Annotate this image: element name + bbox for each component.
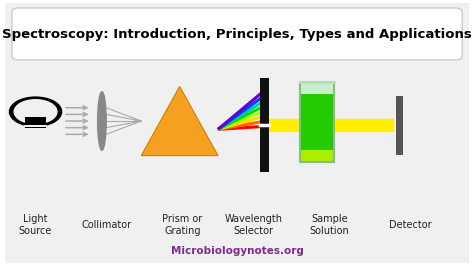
Text: Collimator: Collimator bbox=[82, 220, 132, 230]
Bar bbox=[261, 78, 268, 172]
Bar bbox=[25, 120, 46, 124]
Bar bbox=[300, 94, 334, 162]
Bar bbox=[300, 82, 334, 94]
Text: Microbiologynotes.org: Microbiologynotes.org bbox=[171, 246, 303, 256]
Polygon shape bbox=[141, 86, 218, 156]
Bar bbox=[25, 124, 46, 128]
FancyBboxPatch shape bbox=[12, 8, 462, 60]
Ellipse shape bbox=[98, 92, 106, 150]
Bar bbox=[300, 82, 334, 162]
Text: Sample
Solution: Sample Solution bbox=[310, 214, 349, 236]
Circle shape bbox=[14, 100, 57, 124]
Circle shape bbox=[9, 97, 62, 126]
Bar bbox=[25, 117, 46, 120]
Text: Detector: Detector bbox=[389, 220, 431, 230]
Bar bbox=[396, 96, 402, 154]
Bar bbox=[24, 125, 47, 127]
Text: Wavelength
Selector: Wavelength Selector bbox=[225, 214, 283, 236]
Text: Prism or
Grating: Prism or Grating bbox=[163, 214, 202, 236]
Text: Spectroscopy: Introduction, Principles, Types and Applications: Spectroscopy: Introduction, Principles, … bbox=[2, 28, 472, 40]
Bar bbox=[300, 150, 334, 162]
Text: Light
Source: Light Source bbox=[19, 214, 52, 236]
